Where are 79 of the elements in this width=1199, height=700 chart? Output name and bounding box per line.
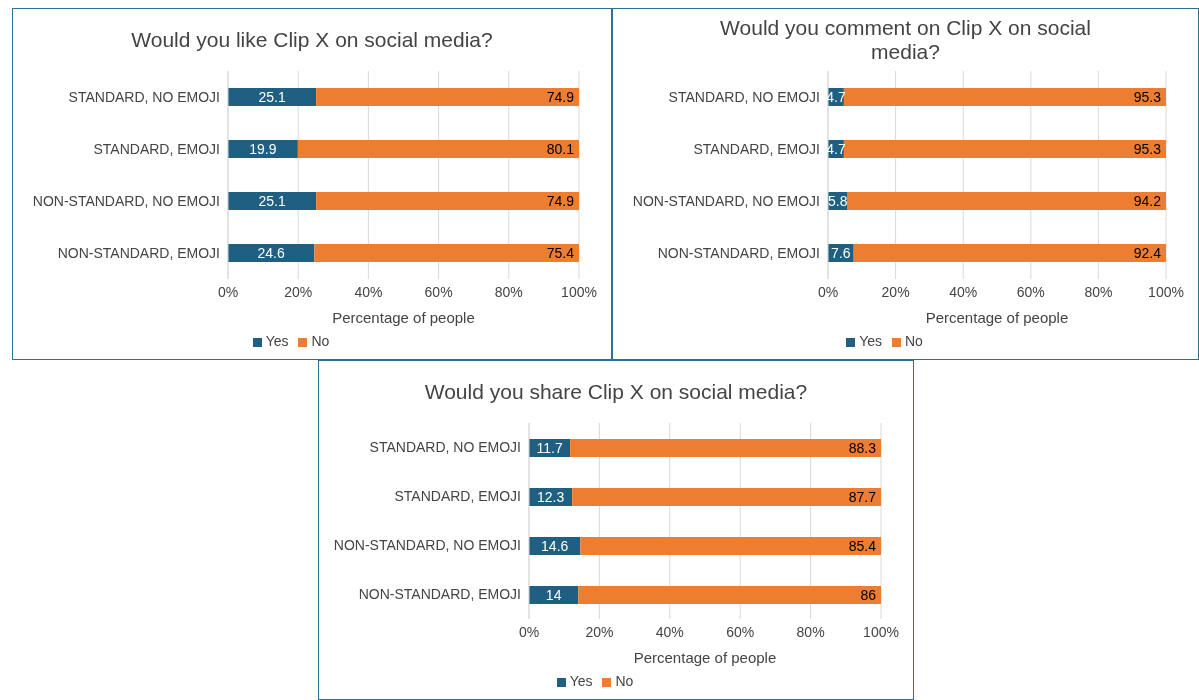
x-tick-label: 0% bbox=[817, 283, 839, 300]
chart-title: Would you share Clip X on social media? bbox=[423, 379, 809, 405]
y-tick-label: STANDARD, EMOJI bbox=[93, 140, 220, 157]
x-tick-label: 80% bbox=[796, 623, 825, 640]
data-label: 87.7 bbox=[848, 488, 877, 505]
bar bbox=[847, 192, 1166, 210]
data-label: 24.6 bbox=[257, 244, 286, 261]
x-tick-label: 40% bbox=[354, 283, 383, 300]
data-label: 11.7 bbox=[536, 439, 563, 456]
x-axis-title: Percentage of people bbox=[332, 309, 475, 326]
data-label: 5.8 bbox=[828, 192, 848, 209]
y-tick-label: NON-STANDARD, NO EMOJI bbox=[632, 192, 820, 209]
y-tick-label: STANDARD, NO EMOJI bbox=[68, 88, 220, 105]
x-tick-label: 0% bbox=[518, 623, 540, 640]
chart-title: Would you comment on Clip X on social media? bbox=[719, 15, 1092, 65]
data-label: 14.6 bbox=[541, 537, 569, 554]
data-label: 86 bbox=[860, 586, 877, 603]
data-label: 74.9 bbox=[546, 88, 575, 105]
y-tick-label: STANDARD, NO EMOJI bbox=[668, 88, 820, 105]
data-label: 80.1 bbox=[546, 140, 575, 157]
x-tick-label: 100% bbox=[1148, 283, 1184, 300]
data-label: 25.1 bbox=[258, 192, 286, 209]
legend-label: Yes bbox=[569, 673, 593, 689]
y-tick-label: STANDARD, NO EMOJI bbox=[369, 439, 521, 456]
data-label: 7.6 bbox=[831, 244, 851, 261]
x-tick-label: 100% bbox=[863, 623, 899, 640]
x-axis-title: Percentage of people bbox=[633, 649, 777, 666]
bar bbox=[853, 244, 1166, 262]
data-label: 19.9 bbox=[249, 140, 277, 157]
chart-title: Would you like Clip X on social media? bbox=[130, 27, 494, 53]
data-label: 75.4 bbox=[546, 244, 575, 261]
y-tick-label: NON-STANDARD, NO EMOJI bbox=[32, 192, 220, 209]
x-tick-label: 20% bbox=[585, 623, 614, 640]
x-tick-label: 100% bbox=[561, 283, 597, 300]
bar bbox=[578, 586, 881, 604]
data-label: 25.1 bbox=[258, 88, 286, 105]
x-axis-title: Percentage of people bbox=[925, 309, 1069, 326]
data-label: 12.3 bbox=[537, 488, 565, 505]
x-tick-label: 60% bbox=[1016, 283, 1045, 300]
x-tick-label: 40% bbox=[949, 283, 978, 300]
legend-label: Yes bbox=[859, 333, 882, 349]
bar bbox=[316, 192, 579, 210]
bar bbox=[314, 244, 579, 262]
x-tick-label: 40% bbox=[655, 623, 684, 640]
data-label: 92.4 bbox=[1133, 244, 1162, 261]
legend-label: Yes bbox=[265, 333, 289, 349]
x-tick-label: 80% bbox=[1084, 283, 1113, 300]
x-tick-label: 60% bbox=[424, 283, 453, 300]
bar bbox=[228, 88, 317, 106]
legend-label: No bbox=[311, 333, 330, 349]
bar bbox=[316, 88, 579, 106]
y-tick-label: STANDARD, EMOJI bbox=[394, 488, 521, 505]
bar bbox=[228, 192, 317, 210]
bar bbox=[572, 488, 881, 506]
x-tick-label: 20% bbox=[284, 283, 313, 300]
data-label: 88.3 bbox=[848, 439, 877, 456]
y-tick-label: NON-STANDARD, EMOJI bbox=[57, 244, 220, 261]
bar bbox=[580, 537, 881, 555]
bar bbox=[529, 586, 579, 604]
data-label: 14 bbox=[545, 586, 562, 603]
data-label: 95.3 bbox=[1133, 88, 1162, 105]
x-tick-label: 0% bbox=[217, 283, 239, 300]
bar bbox=[843, 88, 1166, 106]
x-tick-label: 20% bbox=[881, 283, 910, 300]
legend-label: No bbox=[904, 333, 923, 349]
x-tick-label: 60% bbox=[726, 623, 755, 640]
bar bbox=[297, 140, 579, 158]
bar bbox=[570, 439, 881, 457]
data-label: 95.3 bbox=[1133, 140, 1162, 157]
x-tick-label: 80% bbox=[494, 283, 523, 300]
legend-label: No bbox=[615, 673, 634, 689]
y-tick-label: NON-STANDARD, EMOJI bbox=[358, 586, 521, 603]
data-label: 74.9 bbox=[546, 192, 575, 209]
y-tick-label: STANDARD, EMOJI bbox=[693, 140, 820, 157]
y-tick-label: NON-STANDARD, NO EMOJI bbox=[333, 537, 521, 554]
bar bbox=[843, 140, 1166, 158]
data-label: 85.4 bbox=[848, 537, 877, 554]
y-tick-label: NON-STANDARD, EMOJI bbox=[657, 244, 820, 261]
data-label: 94.2 bbox=[1133, 192, 1162, 209]
